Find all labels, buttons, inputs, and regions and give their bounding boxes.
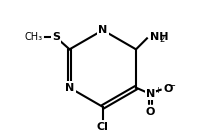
Text: O: O xyxy=(146,107,155,117)
Text: CH₃: CH₃ xyxy=(24,32,42,42)
Text: N: N xyxy=(146,89,155,99)
Text: S: S xyxy=(52,32,60,42)
Text: N: N xyxy=(65,83,74,93)
Text: 2: 2 xyxy=(159,35,164,44)
Text: O: O xyxy=(163,84,173,94)
Text: −: − xyxy=(168,81,176,91)
Text: NH: NH xyxy=(150,32,168,42)
Text: N: N xyxy=(98,25,107,35)
Text: +: + xyxy=(154,85,161,95)
Text: Cl: Cl xyxy=(97,122,109,132)
